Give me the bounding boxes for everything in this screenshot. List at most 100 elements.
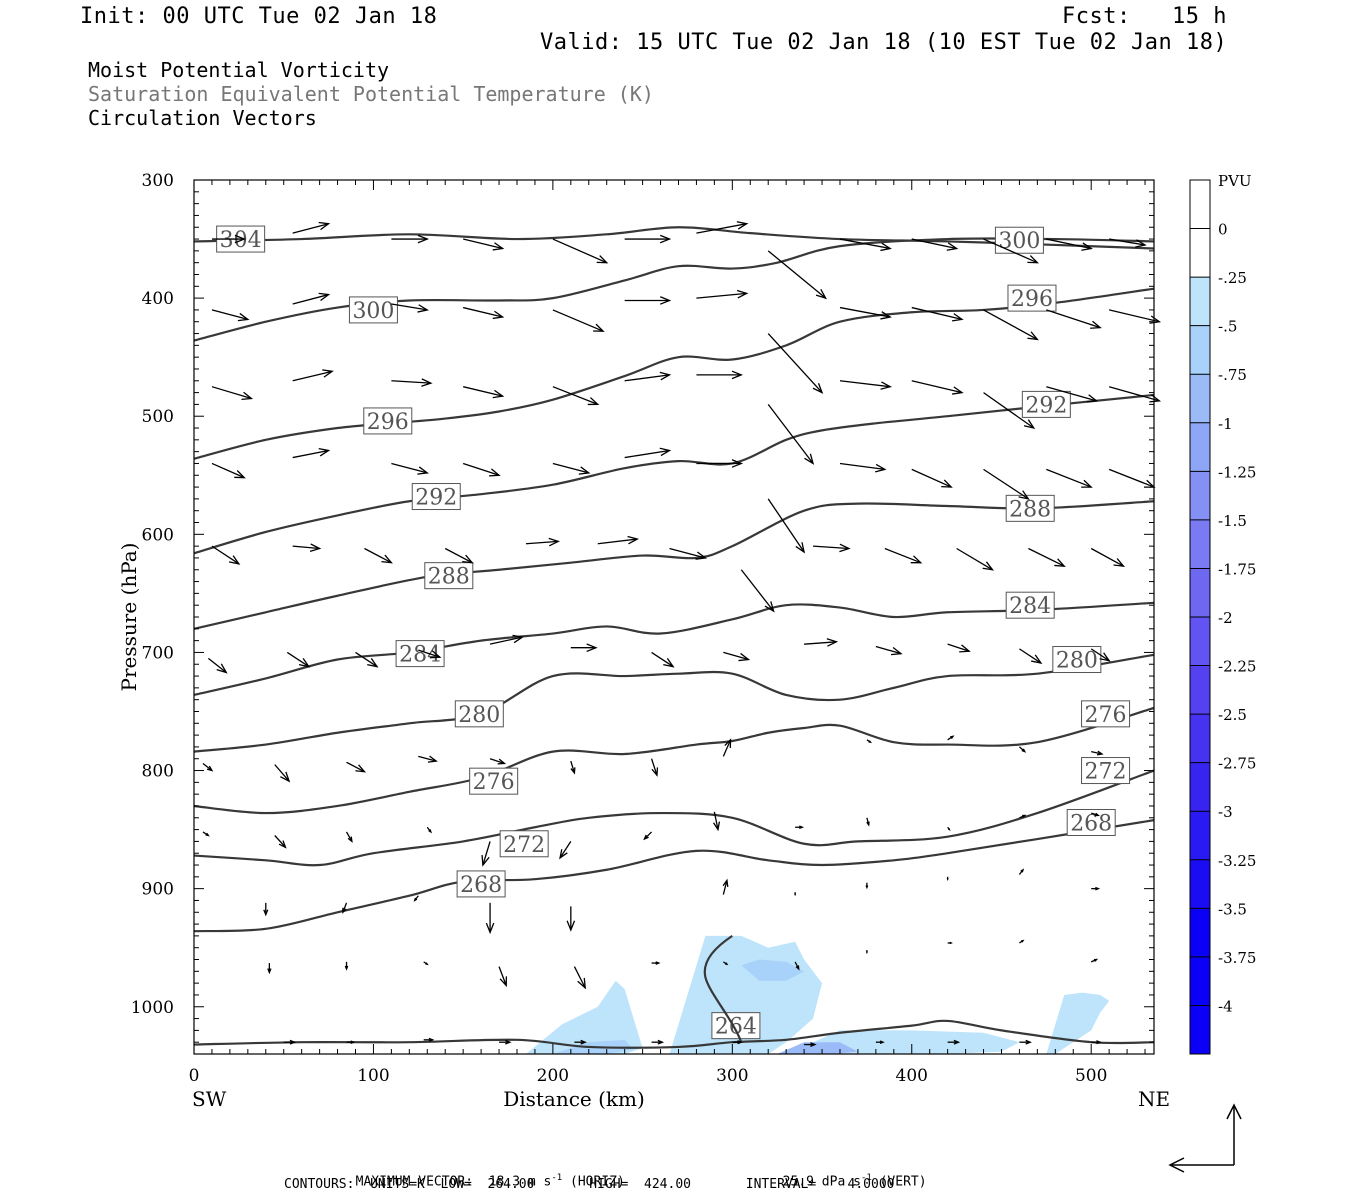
vector-arrow-95	[559, 841, 572, 860]
colorbar-swatch-17	[1190, 1005, 1210, 1054]
vector-shaft	[669, 547, 706, 559]
colorbar-level-label: -2.75	[1218, 755, 1256, 773]
field-title-circulation: Circulation Vectors	[88, 106, 317, 130]
vector-head	[1022, 814, 1027, 818]
contour-label-280-box	[454, 700, 504, 728]
y-tick-label-700: 700	[142, 643, 174, 663]
vector-head	[1021, 748, 1027, 753]
vector-arrow-20	[767, 333, 824, 394]
vector-head	[355, 764, 367, 773]
vector-arrow-54	[364, 547, 393, 564]
vector-head	[880, 381, 892, 390]
axes-layer: 300 400 500 600 700 800 900 1000 0 100 200 300 400 50…	[117, 171, 1170, 1111]
vector-head	[724, 738, 732, 748]
vector-arrow-6	[696, 221, 749, 234]
vector-arrow-105	[413, 895, 419, 902]
vector-arrow-86	[866, 739, 872, 744]
vector-head	[1054, 558, 1066, 567]
vector-arrow-103	[263, 902, 269, 917]
pv-region-1	[525, 980, 643, 1054]
vector-arrow-62	[956, 547, 995, 571]
vector-head	[578, 466, 591, 475]
vector-arrow-30	[552, 386, 600, 406]
vector-head	[946, 242, 959, 251]
vector-head	[318, 447, 331, 457]
vector-shaft	[463, 238, 503, 250]
vector-head	[794, 893, 797, 897]
vector-head	[492, 389, 505, 399]
vector-shaft	[740, 569, 775, 612]
vector-head	[1135, 239, 1147, 248]
init-time-label: Init: 00 UTC Tue 02 Jan 18	[80, 4, 438, 29]
vector-head	[731, 370, 744, 380]
vector-shaft	[418, 755, 437, 762]
x-tick-label-400: 400	[896, 1066, 928, 1086]
x-axis-title: Distance (km)	[503, 1087, 645, 1111]
vector-head	[347, 836, 353, 843]
contour-280	[193, 653, 1155, 753]
vector-head	[263, 909, 269, 917]
vector-arrow-60	[813, 543, 851, 553]
vector-shaft	[292, 370, 333, 382]
vector-arrow-34	[839, 380, 892, 390]
vector-shaft	[911, 238, 957, 250]
vector-head	[1018, 490, 1030, 500]
vector-head	[655, 961, 661, 965]
contour-288	[193, 500, 1155, 630]
y-tick-label-900: 900	[142, 880, 174, 900]
vector-head	[570, 767, 576, 775]
colorbar-title: PVU	[1218, 172, 1252, 190]
vector-head	[795, 542, 806, 554]
vector-arrow-43	[552, 462, 591, 475]
vector-shaft	[391, 380, 431, 384]
vector-head	[1090, 320, 1102, 329]
vector-arrow-82	[489, 758, 507, 765]
y-tick-label-400: 400	[142, 289, 174, 309]
colorbar-level-label: -2.25	[1218, 658, 1256, 676]
vector-shaft	[211, 545, 240, 565]
x-tick-label-100: 100	[357, 1066, 389, 1086]
vector-head	[941, 479, 953, 488]
vector-head	[322, 369, 334, 378]
vector-arrow-77	[1090, 648, 1111, 662]
vector-arrow-50	[1046, 468, 1093, 488]
vector-arrow-76	[1019, 648, 1043, 665]
vector-arrow-44	[624, 447, 672, 459]
vector-arrow-51	[1108, 468, 1156, 488]
vector-shaft	[813, 545, 849, 550]
contour-284	[193, 601, 1155, 697]
vector-arrow-97	[712, 811, 721, 832]
vector-arrow-121	[794, 961, 800, 971]
contour-label-280-right-box	[1052, 646, 1102, 674]
vector-arrow-2	[391, 234, 430, 244]
vector-arrow-18	[624, 296, 672, 305]
vector-head	[417, 466, 429, 475]
contour-272	[193, 769, 1155, 867]
vector-shaft	[274, 835, 286, 848]
vector-arrow-107	[566, 906, 576, 932]
vector-shaft	[482, 841, 491, 866]
colorbar-level-label: -.75	[1218, 366, 1247, 384]
vector-arrow-68	[418, 649, 442, 659]
colorbar-level-label: -3.25	[1218, 852, 1256, 870]
vector-shaft	[1108, 468, 1155, 488]
colorbar-swatch-1	[1190, 228, 1210, 278]
vector-shaft	[498, 966, 507, 986]
vector-arrow-24	[1046, 309, 1102, 329]
vector-head	[643, 834, 649, 841]
vector-arrow-29	[463, 386, 505, 399]
vector-arrow-8	[839, 238, 892, 252]
vector-arrow-67	[355, 651, 379, 668]
contour-label-272-box	[499, 830, 549, 858]
vector-arrow-36	[983, 392, 1036, 430]
vector-head	[417, 304, 430, 313]
max-vector-horiz-value: MAXIMUM VECTOR: 18.3 m s	[355, 1174, 552, 1190]
vector-head	[839, 543, 851, 553]
vector-head	[1093, 958, 1099, 962]
max-vector-vert-note: 25.9 dPa s-1 (VERT)	[767, 1158, 927, 1189]
vector-arrow-73	[804, 638, 839, 647]
vector-arrow-71	[651, 651, 675, 668]
vector-arrow-39	[211, 462, 246, 479]
vector-arrow-136	[1019, 1039, 1032, 1045]
vector-shaft	[391, 462, 428, 474]
